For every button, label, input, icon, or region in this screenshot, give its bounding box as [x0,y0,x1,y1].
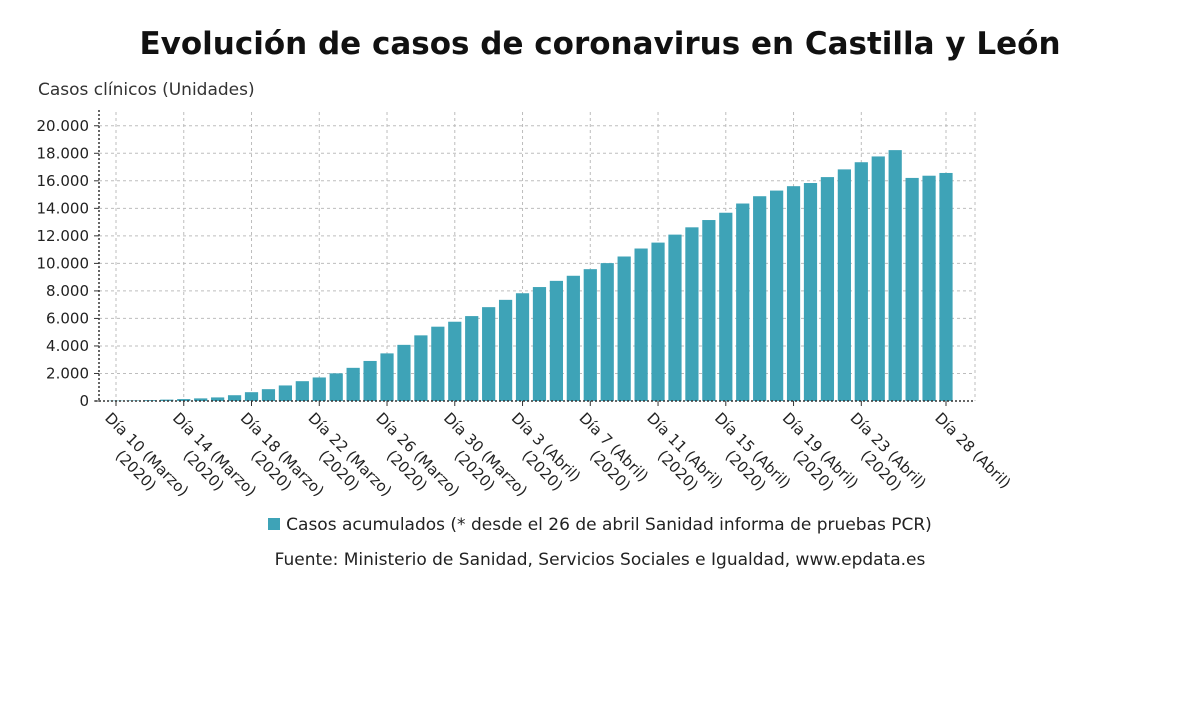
source-note: Fuente: Ministerio de Sanidad, Servicios… [274,550,926,570]
bar [295,381,309,401]
bar [702,220,716,401]
bar [549,280,564,401]
bar [346,367,360,401]
legend-label: Casos acumulados (* desde el 26 de abril… [286,515,932,535]
bar [888,150,902,401]
bar [414,335,428,401]
bar [177,399,191,401]
y-tick-label: 14.000 [37,199,90,217]
y-tick-label: 16.000 [37,172,90,190]
bar [803,183,818,401]
bar [498,299,513,401]
y-axis-label: Casos clínicos (Unidades) [38,80,255,100]
legend-swatch [268,518,281,530]
bar [397,344,411,401]
bar [194,398,208,401]
bar [465,316,479,401]
y-axis-ticks: 0 2.000 4.000 6.000 8.000 10.000 12.000 14.000 1… [37,117,99,410]
bar [837,169,851,401]
y-tick-label: 10.000 [37,254,90,272]
bar [617,256,631,401]
bar [583,269,597,401]
bar [719,212,733,401]
bar [871,156,885,401]
bar [244,392,259,401]
bar [770,190,784,401]
bar [905,177,919,401]
bar [482,307,496,401]
bar-series [109,150,953,402]
y-tick-label: 6.000 [46,309,89,327]
x-tick-label-line1: Día 28 (Abril) [931,409,1014,492]
y-tick-label: 2.000 [46,364,89,382]
bar [668,234,682,401]
y-tick-label: 18.000 [37,144,90,162]
bar [211,397,225,401]
axes [95,110,975,402]
x-tick-label: Día 11 (Abril)(2020) [643,409,726,494]
bar [227,395,242,401]
bar [143,400,157,401]
y-tick-label: 12.000 [37,227,90,245]
bar [532,287,547,401]
bar [448,321,462,401]
bar [363,360,377,401]
bar [634,248,648,401]
bar [600,263,614,401]
bar [820,177,835,401]
bar [854,162,868,401]
legend: Casos acumulados (* desde el 26 de abril… [0,515,1200,535]
y-tick-label: 4.000 [46,337,89,355]
y-tick-label: 20.000 [37,117,90,135]
bar [312,377,326,401]
x-axis-ticks: Día 10 (Marzo)(2020) Día 14 (Marzo)(2020)… [101,401,1014,500]
bar [786,186,801,401]
bar [736,203,750,401]
bar [515,293,530,401]
y-tick-label: 0 [79,392,89,410]
bar-chart: 0 2.000 4.000 6.000 8.000 10.000 12.000 14.000 1… [37,110,1014,500]
x-tick-label: Día 7 (Abril)(2020) [576,409,652,494]
bar [939,172,953,401]
y-tick-label: 8.000 [46,282,89,300]
bar [753,196,767,401]
bar [278,385,292,401]
x-tick-label: Día 28 (Abril) [931,409,1014,492]
bar [380,353,394,401]
bar [685,227,699,401]
bar [329,373,343,401]
bar [261,389,276,401]
bar [431,326,445,401]
bar [922,175,936,401]
bar [651,242,665,401]
bar [566,275,580,401]
chart-title: Evolución de casos de coronavirus en Cas… [139,26,1061,62]
bar [160,399,174,401]
